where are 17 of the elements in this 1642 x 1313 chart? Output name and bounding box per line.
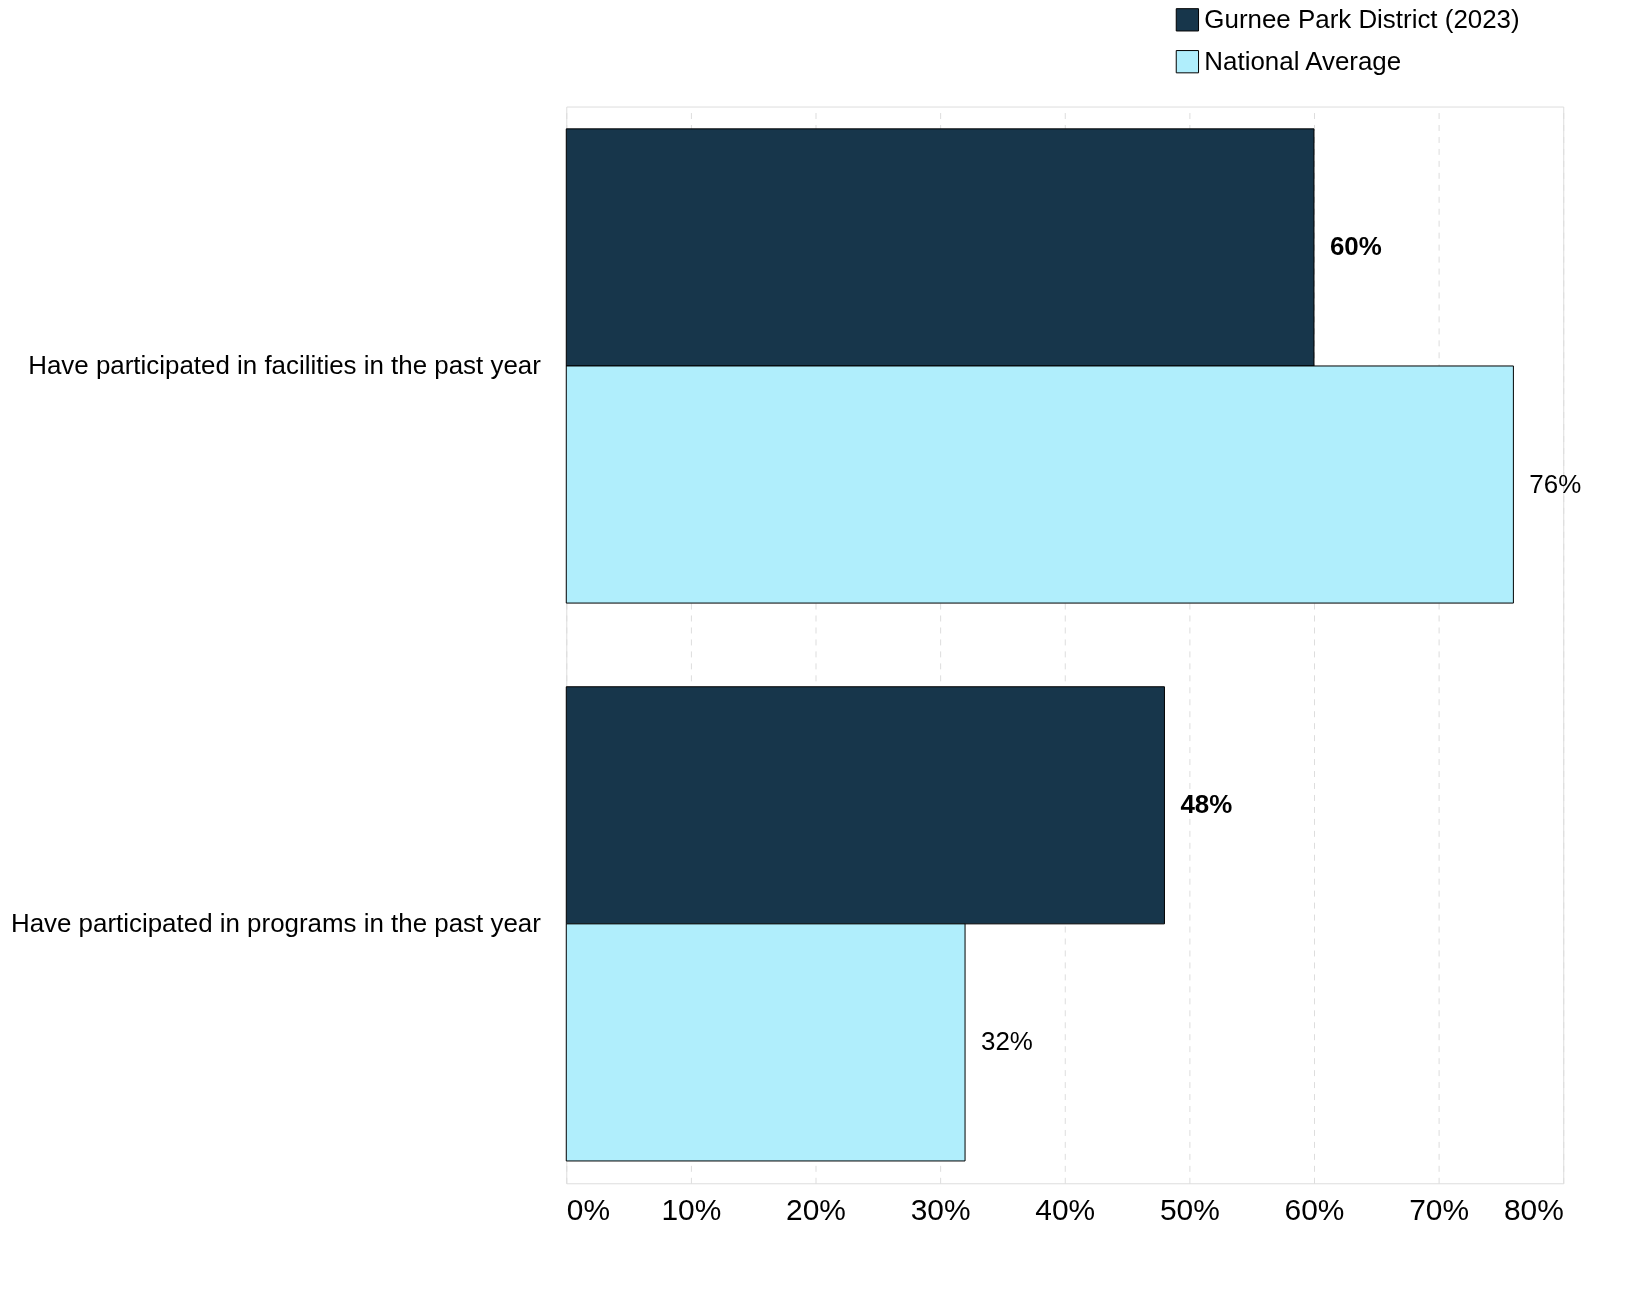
x-tick-label: 20% [786, 1192, 846, 1226]
data-label: 76% [1529, 469, 1582, 498]
y-tick-label: Have participated in programs in the past year [10, 908, 542, 937]
data-label: 32% [981, 1027, 1033, 1056]
x-tick-label: 40% [1035, 1192, 1096, 1226]
data-label: 60% [1329, 232, 1382, 261]
data-label: 48% [1180, 790, 1233, 819]
x-tick-label: 50% [1159, 1192, 1220, 1226]
x-tick-label: 30% [910, 1192, 971, 1226]
x-tick-label: 60% [1284, 1192, 1345, 1226]
legend-label: Gurnee Park District (2023) [1204, 4, 1520, 33]
x-tick-label: 0% [566, 1192, 610, 1226]
legend-label: National Average [1204, 46, 1402, 75]
x-tick-label: 80% [1503, 1192, 1564, 1226]
x-tick-label: 10% [661, 1192, 722, 1226]
y-tick-label: Have participated in facilities in the past year [28, 350, 542, 379]
x-tick-label: 70% [1409, 1192, 1470, 1226]
